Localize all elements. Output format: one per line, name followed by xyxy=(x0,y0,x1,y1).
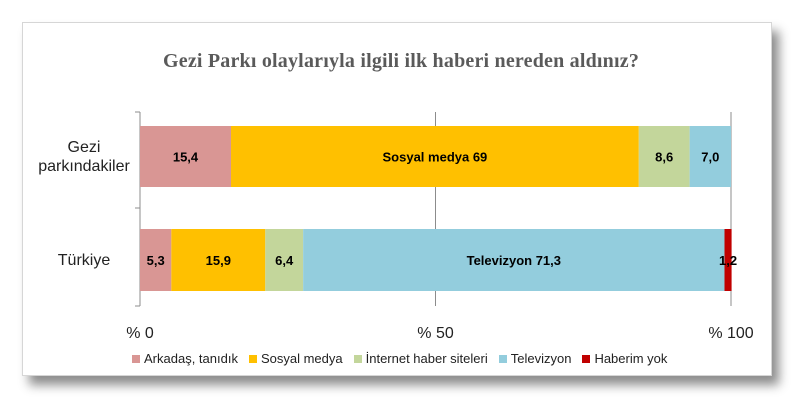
chart-card xyxy=(22,22,772,376)
category-label-line: Türkiye xyxy=(57,251,111,269)
legend-label: Televizyon xyxy=(510,351,572,366)
category-label-line: Gezi xyxy=(67,138,101,156)
bar-segment xyxy=(171,229,266,291)
bar-segment xyxy=(724,229,732,291)
legend-label: Arkadaş, tanıdık xyxy=(144,351,238,366)
data-label: 1,2 xyxy=(719,253,737,268)
legend-item: Televizyon xyxy=(498,351,572,366)
data-label: Televizyon 71,3 xyxy=(467,253,561,268)
legend-label: İnternet haber siteleri xyxy=(365,351,488,366)
bar-segment xyxy=(303,229,725,291)
data-label: 15,4 xyxy=(173,150,199,165)
legend-label: Haberim yok xyxy=(594,351,668,366)
data-label: 15,9 xyxy=(206,253,231,268)
legend-swatch xyxy=(582,354,591,363)
x-tick-label: % 50 xyxy=(417,325,454,342)
legend-item: Haberim yok xyxy=(582,351,667,366)
chart-title: Gezi Parkı olaylarıyla ilgili ilk haberi… xyxy=(162,50,640,72)
legend-swatch xyxy=(132,354,140,363)
legend-label: Sosyal medya xyxy=(260,351,343,366)
legend-item: İnternet haber siteleri xyxy=(353,351,488,366)
category-label: Gezi parkındakiler xyxy=(36,138,132,176)
x-tick-label: % 100 xyxy=(708,325,753,342)
category-label-line: parkındakiler xyxy=(38,157,130,175)
legend-item: Sosyal medya xyxy=(248,351,343,366)
bar-segment xyxy=(231,126,639,187)
legend-swatch xyxy=(248,354,257,363)
legend-swatch xyxy=(498,354,507,363)
bar-segment xyxy=(265,229,304,291)
category-label: Türkiye xyxy=(36,251,132,270)
bar-segment xyxy=(638,126,690,187)
bar-segment xyxy=(140,126,232,187)
data-label: 5,3 xyxy=(147,253,165,268)
data-label: 6,4 xyxy=(275,253,294,268)
legend-swatch xyxy=(353,354,362,363)
bar-segment xyxy=(140,229,172,291)
data-label: 7,0 xyxy=(701,150,719,165)
x-tick-label: % 0 xyxy=(126,325,154,342)
legend-item: Arkadaş, tanıdık xyxy=(132,351,238,366)
data-label: 8,6 xyxy=(655,150,673,165)
data-label: Sosyal medya 69 xyxy=(383,150,488,165)
bar-segment xyxy=(689,126,731,187)
legend: Arkadaş, tanıdık Sosyal medya İnternet hab… xyxy=(132,351,667,366)
